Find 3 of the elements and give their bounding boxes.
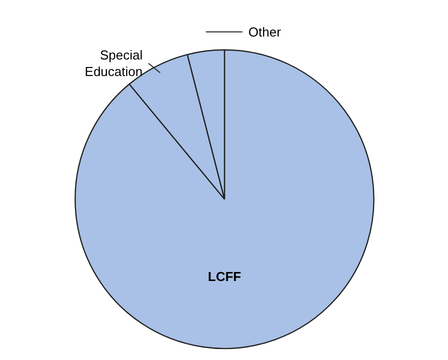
slice-label: Special Education (84, 48, 143, 80)
slice-label: LCFF (208, 268, 242, 284)
legend-label: Other (248, 24, 282, 40)
